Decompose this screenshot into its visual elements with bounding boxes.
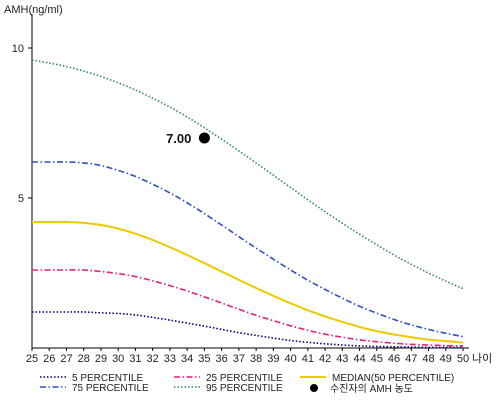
x-tick-label: 50 — [457, 353, 469, 365]
series-line-5 — [31, 59, 464, 290]
series-layer — [31, 59, 464, 349]
x-tick-label: 48 — [422, 353, 434, 365]
x-tick-label: 35 — [198, 353, 210, 365]
legend-label-4: 75 PERCENTILE — [72, 383, 149, 394]
x-tick-label: 44 — [353, 353, 365, 365]
x-axis-title: 나이 — [472, 352, 492, 365]
x-tick-label: 36 — [216, 353, 228, 365]
x-tick-label: 26 — [43, 353, 55, 365]
series-line-1 — [31, 311, 463, 349]
points-layer: 7.00 — [166, 131, 210, 146]
x-tick-label: 38 — [250, 353, 262, 365]
legend-label-1: 5 PERCENTILE — [72, 373, 143, 384]
chart-axes: 5 10 25 26 27 28 29 30 31 32 33 34 35 36 37 38 39 40 41 42 4… — [4, 4, 492, 365]
y-tick-label: 10 — [12, 43, 24, 55]
y-axis-title: AMH(ng/ml) — [4, 4, 63, 16]
x-tick-label: 39 — [267, 353, 279, 365]
legend-label-3: MEDIAN(50 PERCENTILE) — [332, 373, 454, 384]
legend-label-5: 95 PERCENTILE — [206, 383, 283, 394]
x-tick-label: 45 — [371, 353, 383, 365]
series-line-4 — [32, 161, 464, 338]
x-tick-label: 37 — [233, 353, 245, 365]
x-tick-label: 28 — [78, 353, 90, 365]
series-line-3 — [32, 220, 464, 344]
series-line-2 — [32, 269, 464, 347]
x-tick-label: 25 — [26, 353, 38, 365]
patient-amh-value: 7.00 — [166, 131, 191, 146]
x-tick-label: 41 — [302, 353, 314, 365]
y-tick-label: 5 — [18, 193, 24, 205]
legend-point-label: 수진자의 AMH 농도 — [330, 383, 413, 395]
chart-legend: 5 PERCENTILE 25 PERCENTILE MEDIAN(50 PERCE… — [40, 373, 454, 395]
legend-label-2: 25 PERCENTILE — [206, 373, 283, 384]
x-tick-label: 42 — [319, 353, 331, 365]
x-tick-label: 34 — [181, 353, 193, 365]
x-tick-label: 31 — [129, 353, 141, 365]
x-tick-label: 49 — [440, 353, 452, 365]
x-tick-label: 29 — [95, 353, 107, 365]
x-tick-label: 43 — [336, 353, 348, 365]
x-tick-label: 47 — [405, 353, 417, 365]
patient-amh-point — [198, 132, 210, 144]
x-tick-label: 32 — [147, 353, 159, 365]
x-tick-label: 46 — [388, 353, 400, 365]
x-tick-label: 27 — [60, 353, 72, 365]
legend-point-marker — [310, 384, 318, 392]
x-tick-label: 33 — [164, 353, 176, 365]
x-tick-label: 30 — [112, 353, 124, 365]
x-tick-label: 40 — [284, 353, 296, 365]
